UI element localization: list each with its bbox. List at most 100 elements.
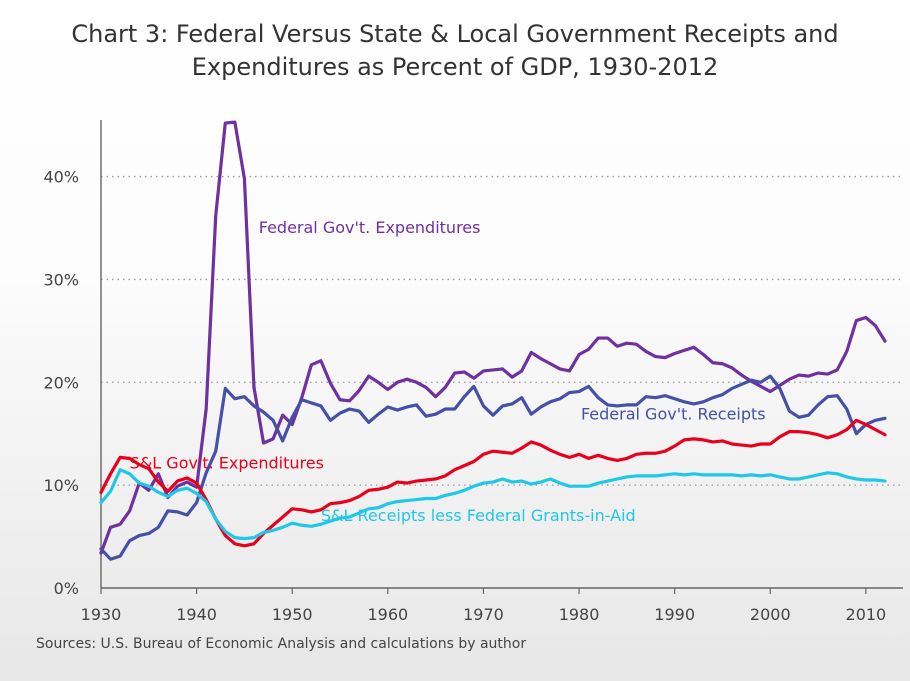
data-point bbox=[702, 401, 704, 403]
data-point bbox=[377, 488, 379, 490]
gridlines bbox=[101, 175, 900, 486]
data-point bbox=[855, 433, 857, 435]
series-points-s-l-receipts-less-federal-grants-in-aid bbox=[100, 469, 886, 540]
data-point bbox=[272, 419, 274, 421]
data-point bbox=[654, 452, 657, 454]
data-point bbox=[463, 371, 465, 373]
data-point bbox=[540, 406, 542, 408]
data-point bbox=[215, 518, 217, 520]
data-point bbox=[262, 442, 265, 444]
data-point bbox=[616, 478, 618, 480]
data-point bbox=[616, 459, 618, 462]
data-point bbox=[540, 444, 542, 446]
data-point bbox=[492, 481, 494, 483]
data-point bbox=[157, 481, 159, 483]
data-point bbox=[559, 368, 561, 370]
data-point bbox=[597, 482, 599, 484]
data-point bbox=[750, 445, 752, 447]
data-point bbox=[702, 474, 704, 476]
data-point bbox=[186, 514, 188, 516]
data-point bbox=[329, 503, 332, 505]
series-line-federal-gov-t-expenditures bbox=[99, 120, 887, 555]
data-point bbox=[549, 401, 551, 403]
data-point bbox=[310, 364, 312, 366]
data-point bbox=[578, 390, 580, 393]
data-point bbox=[138, 463, 140, 466]
data-point bbox=[559, 398, 561, 400]
data-point bbox=[157, 473, 159, 475]
data-point bbox=[377, 413, 379, 415]
data-point bbox=[827, 437, 829, 439]
data-point bbox=[482, 482, 485, 484]
data-point bbox=[607, 457, 609, 459]
data-point bbox=[301, 397, 303, 399]
data-point bbox=[215, 215, 217, 217]
data-point bbox=[501, 451, 504, 453]
data-point bbox=[626, 457, 628, 459]
y-tick-label: 20% bbox=[43, 373, 79, 392]
data-point bbox=[645, 452, 647, 454]
data-point bbox=[501, 405, 504, 407]
data-point bbox=[339, 517, 341, 519]
data-point bbox=[769, 474, 771, 476]
data-point bbox=[196, 492, 198, 494]
data-point bbox=[109, 473, 112, 475]
data-point bbox=[702, 353, 704, 356]
data-point bbox=[157, 526, 159, 528]
data-point bbox=[635, 475, 638, 477]
data-point bbox=[616, 405, 618, 407]
data-point bbox=[549, 478, 551, 480]
data-point bbox=[368, 375, 370, 377]
data-point bbox=[645, 475, 647, 477]
data-point bbox=[846, 429, 848, 431]
data-point bbox=[654, 475, 657, 477]
data-point bbox=[635, 453, 638, 455]
data-point bbox=[482, 405, 485, 407]
data-point bbox=[129, 473, 131, 475]
data-point bbox=[148, 485, 150, 487]
data-point bbox=[186, 487, 188, 489]
data-point bbox=[425, 386, 427, 389]
data-point bbox=[884, 480, 886, 482]
data-point bbox=[262, 531, 265, 534]
data-point bbox=[501, 368, 504, 370]
data-point bbox=[855, 478, 857, 480]
data-point bbox=[425, 497, 427, 500]
data-point bbox=[693, 403, 695, 405]
data-point bbox=[607, 404, 609, 406]
data-point bbox=[578, 485, 580, 487]
data-point bbox=[721, 394, 724, 396]
data-point bbox=[501, 478, 504, 480]
data-point bbox=[693, 473, 695, 475]
data-point bbox=[463, 489, 465, 491]
data-point bbox=[348, 408, 351, 410]
data-point bbox=[435, 497, 437, 500]
data-point bbox=[693, 346, 695, 348]
series-line-s-l-receipts-less-federal-grants-in-aid bbox=[99, 468, 887, 541]
data-point bbox=[731, 443, 733, 445]
data-point bbox=[530, 483, 532, 485]
data-point bbox=[760, 443, 762, 445]
x-tick-label: 1930 bbox=[81, 605, 122, 624]
data-point bbox=[626, 404, 628, 406]
data-point bbox=[473, 377, 475, 379]
data-point bbox=[721, 440, 724, 442]
data-point bbox=[320, 360, 322, 362]
data-point bbox=[836, 395, 838, 397]
data-point bbox=[444, 494, 446, 497]
data-point bbox=[884, 417, 886, 419]
x-tick-label: 1990 bbox=[654, 605, 695, 624]
data-point bbox=[282, 526, 284, 528]
data-point bbox=[310, 511, 312, 513]
x-tick-label: 2010 bbox=[846, 605, 887, 624]
data-point bbox=[635, 343, 638, 345]
data-point bbox=[568, 370, 571, 372]
data-point bbox=[568, 391, 571, 394]
data-point bbox=[234, 537, 236, 539]
data-point bbox=[109, 490, 112, 492]
tick-labels: 0% 10% 20% 30% 40% 1930 1940 1950 1960 1970 1980 19… bbox=[43, 168, 886, 624]
data-point bbox=[272, 524, 274, 526]
data-point bbox=[492, 450, 494, 452]
data-point bbox=[865, 479, 867, 481]
